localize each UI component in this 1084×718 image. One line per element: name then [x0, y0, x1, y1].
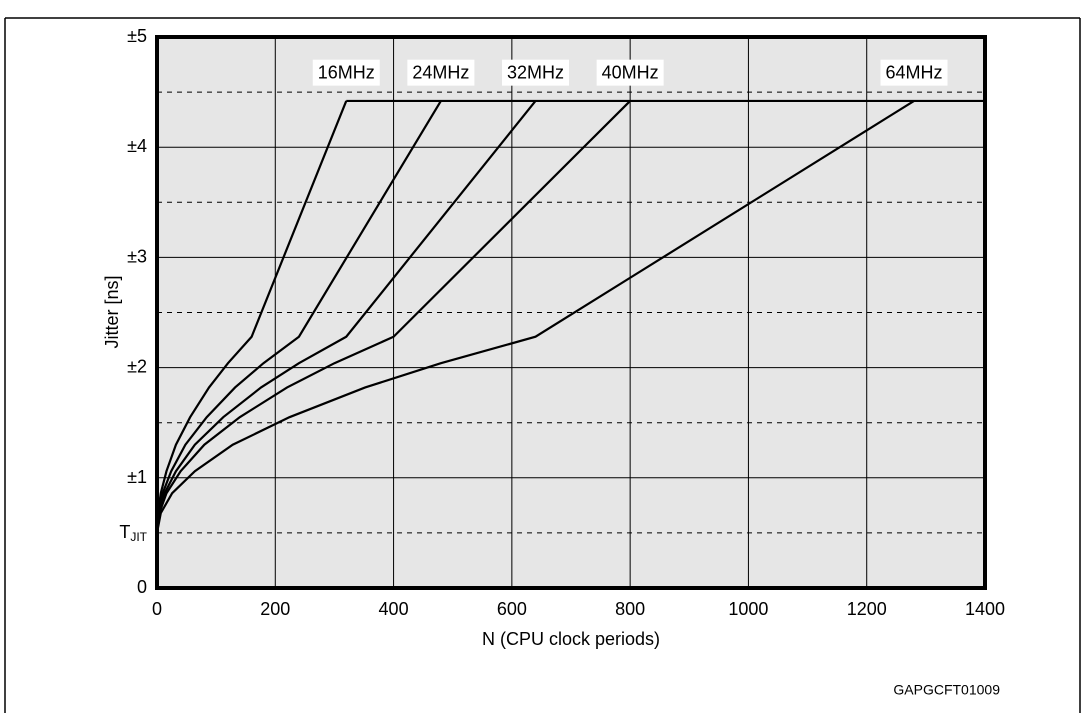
series-label: 24MHz: [412, 63, 469, 83]
series-line: [155, 99, 915, 534]
y-tick-label-text: ±2: [127, 356, 147, 376]
y-tick-label-text: T: [119, 522, 130, 542]
x-axis-label: N (CPU clock periods): [482, 629, 660, 649]
x-tick-label: 200: [260, 599, 290, 619]
series-line: [155, 100, 348, 533]
y-tick-label-text: ±5: [127, 26, 147, 46]
series-line: [155, 100, 631, 534]
x-tick-label: 1200: [847, 599, 887, 619]
x-tick-label: 800: [615, 599, 645, 619]
series-label-bg: [502, 59, 570, 86]
y-tick-label-text: ±3: [127, 246, 147, 266]
series-label: 32MHz: [507, 63, 564, 83]
series-label-bg: [312, 59, 380, 86]
lines: [155, 99, 985, 534]
labels: 0 200 400 600 800 1000 1200 1400 0 TJIT ±1 ±2 ±3 ±4 ±5…: [119, 26, 1005, 619]
plot-border: [155, 35, 987, 590]
y-tick-label: ±1: [127, 467, 147, 487]
figure-id: GAPGCFT01009: [893, 682, 1000, 698]
y-tick-label-sub: JIT: [130, 530, 147, 544]
x-tick-label: 1400: [965, 599, 1005, 619]
series-label-bg: [880, 59, 948, 86]
y-tick-label: ±5: [127, 26, 147, 46]
y-tick-label: ±2: [127, 356, 147, 376]
series-label: 40MHz: [602, 63, 659, 83]
series-label: 16MHz: [318, 63, 375, 83]
x-tick-label: 600: [497, 599, 527, 619]
series-line: [155, 100, 442, 533]
y-axis-label: Jitter [ns]: [102, 275, 122, 348]
x-tick-label: 400: [379, 599, 409, 619]
series-line: [155, 100, 537, 534]
y-tick-label: TJIT: [119, 522, 147, 544]
series-label-bg: [407, 59, 475, 86]
series-label: 64MHz: [886, 63, 943, 83]
y-tick-label-text: ±4: [127, 136, 147, 156]
series-label-bg: [596, 59, 664, 86]
x-tick-label: 1000: [728, 599, 768, 619]
y-tick-label: ±3: [127, 246, 147, 266]
x-tick-label: 0: [152, 599, 162, 619]
y-tick-label: 0: [137, 577, 147, 597]
y-tick-label: ±4: [127, 136, 147, 156]
y-tick-label-text: ±1: [127, 467, 147, 487]
